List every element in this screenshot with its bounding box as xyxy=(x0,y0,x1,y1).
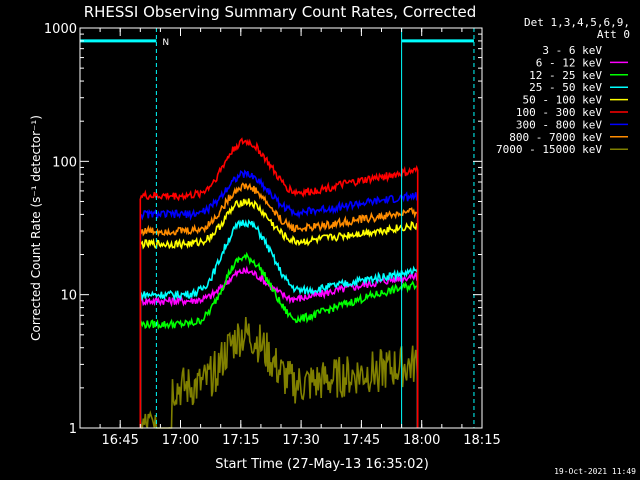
legend-label: 300 - 800 keV xyxy=(516,118,602,131)
x-tick-label: 18:15 xyxy=(463,433,500,448)
series-100-300-kev xyxy=(139,137,419,428)
series-12-25-kev xyxy=(139,251,419,428)
timestamp: 19-Oct-2021 11:49 xyxy=(554,467,636,476)
x-tick-label: 17:30 xyxy=(282,433,319,448)
series-layer xyxy=(139,123,419,429)
y-axis: 1 10 100 1000 xyxy=(44,22,482,437)
legend-label: 800 - 7000 keV xyxy=(509,131,602,144)
y-tick-label: 100 xyxy=(52,155,77,170)
legend-label: 50 - 100 keV xyxy=(523,94,603,107)
chart-title: RHESSI Observing Summary Count Rates, Co… xyxy=(84,3,477,21)
x-tick-label: 16:45 xyxy=(101,433,138,448)
x-tick-label: 17:00 xyxy=(162,433,199,448)
legend-label: 3 - 6 keV xyxy=(542,44,602,57)
y-tick-label: 1000 xyxy=(44,22,77,37)
series-300-800-kev xyxy=(139,169,419,428)
legend-label: 12 - 25 keV xyxy=(529,69,602,82)
attenuator-marker-label: N xyxy=(162,38,169,48)
y-tick-label: 10 xyxy=(60,289,77,304)
series-6-12-kev xyxy=(139,265,419,428)
legend-label: 6 - 12 keV xyxy=(536,56,603,69)
legend-label: 7000 - 15000 keV xyxy=(496,143,602,156)
legend-label: 100 - 300 keV xyxy=(516,106,602,119)
x-axis: 16:45 17:00 17:15 17:30 17:45 18:00 18:15 xyxy=(79,28,501,448)
series-25-50-kev xyxy=(139,219,419,428)
y-axis-label: Corrected Count Rate (s⁻¹ detector⁻¹) xyxy=(29,115,43,341)
x-tick-label: 18:00 xyxy=(403,433,440,448)
series-3-6-kev xyxy=(139,123,419,428)
x-tick-label: 17:45 xyxy=(343,433,380,448)
x-tick-label: 17:15 xyxy=(222,433,259,448)
series-800-7000-kev xyxy=(139,182,419,428)
legend-label: 25 - 50 keV xyxy=(529,81,602,94)
y-tick-label: 1 xyxy=(69,422,77,437)
legend-header-line2: Att 0 xyxy=(597,28,630,41)
series-50-100-kev xyxy=(139,198,419,428)
x-axis-label: Start Time (27-May-13 16:35:02) xyxy=(215,457,429,472)
legend-header-line1: Det 1,3,4,5,6,9, xyxy=(524,16,630,29)
series-7000-15000-kev xyxy=(139,316,419,429)
